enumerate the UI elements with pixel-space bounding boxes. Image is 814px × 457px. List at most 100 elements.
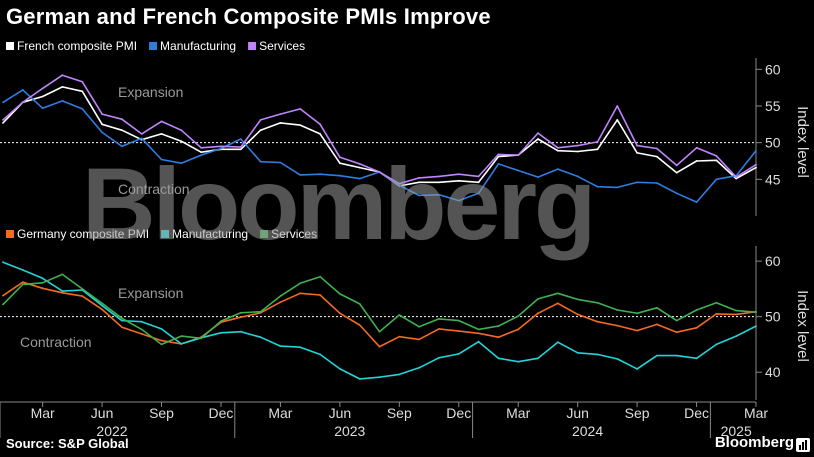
data-point-manufacturing [576,175,579,178]
data-point-manufacturing [81,108,84,110]
data-point-french-composite-pmi [81,90,84,93]
x-tick-label: Sep [149,405,174,421]
data-point-french-composite-pmi [121,129,123,132]
data-point-manufacturing [537,176,539,179]
data-point-manufacturing [616,358,619,360]
legend-label-services: Services [271,227,317,241]
data-point-services [695,146,698,149]
chart-title: German and French Composite PMIs Improve [6,4,491,29]
data-point-germany-composite-pmi [656,323,658,326]
data-point-manufacturing [160,158,163,161]
data-point-germany-composite-pmi [735,313,738,316]
data-point-manufacturing [517,360,520,363]
data-point-french-composite-pmi [160,133,163,135]
legend-label-germany-composite-pmi: Germany composite PMI [17,227,149,241]
data-point-manufacturing [180,162,183,165]
x-tick-label: Jun [329,405,352,421]
data-point-french-composite-pmi [497,155,500,158]
legend-swatch-french-composite-pmi [6,42,14,50]
data-point-services [497,153,500,156]
data-point-services [556,146,559,149]
data-point-services [398,314,401,316]
data-point-services [517,315,520,317]
data-point-french-composite-pmi [675,171,678,174]
data-point-services [81,80,84,83]
data-point-services [121,317,123,320]
data-point-french-composite-pmi [576,150,579,153]
data-point-manufacturing [755,325,757,327]
data-point-french-composite-pmi [200,151,203,154]
data-point-germany-composite-pmi [695,326,698,329]
data-point-germany-composite-pmi [140,333,143,335]
data-point-services [160,343,163,346]
x-tick-label: Mar [31,405,55,421]
data-point-services [319,123,321,126]
data-point-services [695,309,698,311]
data-point-services [596,141,599,143]
data-point-services [656,306,658,309]
legend-swatch-manufacturing [161,230,170,238]
legend-swatch-manufacturing [149,42,158,50]
data-point-services [2,303,4,306]
x-tick-label: Dec [209,405,234,421]
data-point-services [61,74,64,77]
data-point-manufacturing [477,192,480,195]
data-point-services [200,337,203,340]
data-point-manufacturing [755,149,757,152]
x-tick-label: Sep [625,405,650,421]
data-point-manufacturing [121,319,123,322]
data-point-services [180,335,183,337]
data-point-manufacturing [457,353,460,355]
y-tick-label: 60 [765,61,781,77]
data-point-manufacturing [319,173,321,176]
data-point-manufacturing [556,341,559,344]
data-point-manufacturing [735,335,738,337]
x-year-label: 2023 [334,423,365,439]
data-point-germany-composite-pmi [636,329,638,332]
contraction-label: Contraction [20,334,92,350]
data-point-services [675,164,678,167]
data-point-services [239,311,242,314]
legend-swatch-germany-composite-pmi [6,230,14,238]
series-line-french-composite-pmi [2,86,757,187]
data-point-manufacturing [2,101,4,104]
data-point-services [398,182,401,185]
data-point-germany-composite-pmi [299,292,302,295]
data-point-french-composite-pmi [715,159,718,162]
data-point-manufacturing [279,345,282,347]
y-axis-title: Index level [794,290,811,362]
data-point-services [438,318,440,320]
data-point-services [339,293,341,295]
data-point-services [537,298,539,300]
data-point-french-composite-pmi [339,162,341,165]
data-point-manufacturing [358,378,361,380]
data-point-manufacturing [121,145,123,148]
data-point-services [378,330,381,333]
data-point-manufacturing [517,169,520,172]
data-point-manufacturing [220,331,222,334]
data-point-manufacturing [695,357,698,360]
data-point-french-composite-pmi [319,133,321,135]
data-point-manufacturing [319,353,321,356]
data-point-manufacturing [616,186,619,189]
data-point-germany-composite-pmi [339,312,341,315]
data-point-services [755,311,757,314]
data-point-germany-composite-pmi [378,345,381,348]
data-point-manufacturing [180,343,183,345]
data-point-manufacturing [339,368,341,370]
data-point-manufacturing [715,343,718,346]
data-point-germany-composite-pmi [438,328,440,330]
data-point-germany-composite-pmi [675,331,678,334]
data-point-services [735,309,738,312]
data-point-manufacturing [497,163,500,165]
y-tick-label: 40 [765,364,781,380]
data-point-services [220,145,222,148]
x-year-label: 2024 [572,423,603,439]
data-point-services [576,298,579,301]
y-tick-label: 50 [765,135,781,151]
data-point-french-composite-pmi [477,181,480,184]
data-point-manufacturing [715,178,718,181]
data-point-services [477,328,480,331]
data-point-services [715,301,718,304]
data-point-manufacturing [497,357,500,360]
